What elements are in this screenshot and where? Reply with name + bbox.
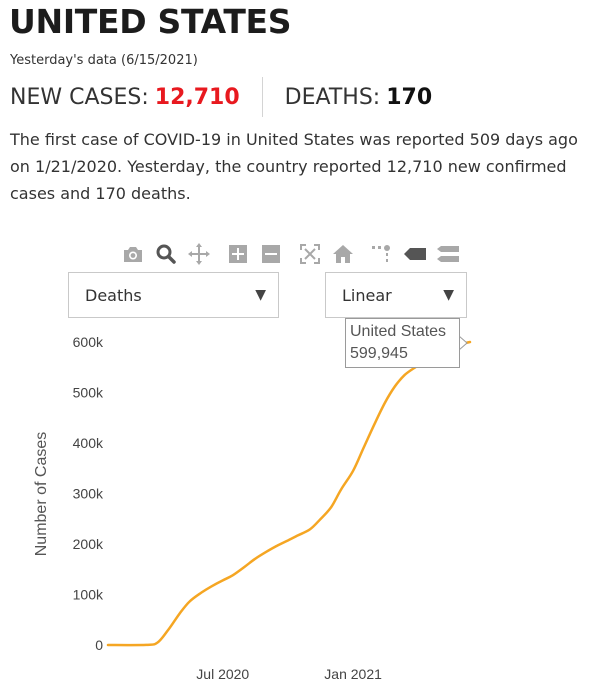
zoom-in-icon[interactable] <box>227 243 249 265</box>
stats-divider <box>261 77 263 117</box>
y-tick-label: 100k <box>73 587 104 603</box>
metric-select[interactable]: Deaths ▼ <box>68 272 279 318</box>
deaths-line-chart[interactable]: Number of Cases 0 100k 200k 300k 400k 500k 600… <box>0 320 596 689</box>
autoscale-icon[interactable] <box>299 243 321 265</box>
x-axis: Jul 2020 Jan 2021 <box>196 666 382 682</box>
y-tick-label: 0 <box>95 637 103 653</box>
zoom-icon[interactable] <box>155 243 177 265</box>
tooltip-series: United States <box>350 323 447 340</box>
chart-toolbar <box>122 240 470 268</box>
hover-tooltip: United States 599,945 <box>345 318 460 368</box>
reset-axes-icon[interactable] <box>332 243 354 265</box>
stats-row: NEW CASES: 12,710 DEATHS: 170 <box>10 77 432 117</box>
camera-icon[interactable] <box>122 243 144 265</box>
deaths-value: 170 <box>386 84 433 110</box>
chevron-down-icon: ▼ <box>255 287 266 303</box>
y-tick-label: 300k <box>73 486 104 502</box>
data-date: Yesterday's data (6/15/2021) <box>10 53 198 68</box>
y-axis: 0 100k 200k 300k 400k 500k 600k <box>73 334 104 653</box>
hover-closest-icon[interactable] <box>404 243 426 265</box>
pan-icon[interactable] <box>188 243 210 265</box>
chevron-down-icon: ▼ <box>443 287 454 303</box>
deaths-label: DEATHS: <box>284 84 381 110</box>
scale-select[interactable]: Linear ▼ <box>325 272 467 318</box>
y-tick-label: 200k <box>73 536 104 552</box>
deaths-stat: DEATHS: 170 <box>285 85 432 110</box>
y-tick-label: 600k <box>73 334 104 350</box>
new-cases-value: 12,710 <box>154 84 240 110</box>
spike-lines-icon[interactable] <box>371 243 393 265</box>
scale-select-value: Linear <box>342 285 392 305</box>
new-cases-label: NEW CASES: <box>10 84 149 110</box>
x-tick-label: Jul 2020 <box>196 666 249 682</box>
new-cases-stat: NEW CASES: 12,710 <box>10 85 240 110</box>
y-tick-label: 400k <box>73 435 104 451</box>
covid-country-link[interactable]: COVID-19 in United States <box>143 130 355 149</box>
zoom-out-icon[interactable] <box>260 243 282 265</box>
summary-text-after: was reported 509 days ago on 1/21/2020. … <box>10 130 578 203</box>
y-axis-title: Number of Cases <box>33 432 50 557</box>
tooltip-pointer <box>459 335 468 351</box>
series-line-united-states <box>106 340 472 647</box>
tooltip-value: 599,945 <box>350 345 408 362</box>
metric-select-value: Deaths <box>85 285 142 305</box>
hover-compare-icon[interactable] <box>437 243 459 265</box>
y-tick-label: 500k <box>73 385 104 401</box>
summary-text-before: The first case of <box>10 130 144 149</box>
page-title: UNITED STATES <box>9 2 292 41</box>
x-tick-label: Jan 2021 <box>324 666 382 682</box>
summary-text: The first case of COVID-19 in United Sta… <box>10 126 590 207</box>
